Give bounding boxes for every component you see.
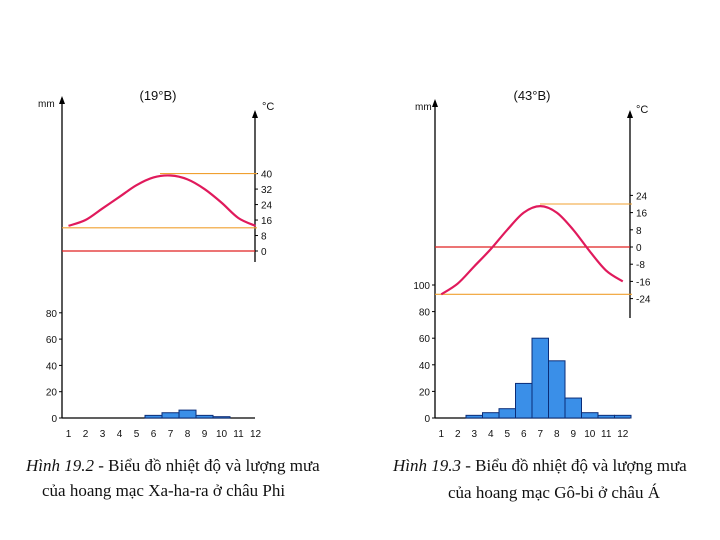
month-label: 5 <box>134 429 140 440</box>
right-axis-unit: °C <box>636 104 648 116</box>
month-label: 6 <box>151 429 157 440</box>
rainfall-bar <box>597 414 615 419</box>
caption-left-text: - Biểu đồ nhiệt độ và lượng mưa <box>94 456 320 475</box>
rain-tick-label: 20 <box>419 387 431 398</box>
rainfall-bar <box>498 408 516 419</box>
rain-tick-label: 80 <box>419 308 431 319</box>
month-label: 7 <box>168 429 174 440</box>
rainfall-bar <box>212 416 231 419</box>
month-label: 8 <box>185 429 191 440</box>
rain-tick-label: 0 <box>51 414 57 425</box>
right-axis-arrow <box>252 110 258 118</box>
temperature-curve <box>440 205 624 296</box>
temp-tick-label: 24 <box>261 201 273 212</box>
left-axis-unit: mm <box>38 99 55 110</box>
rain-tick-label: 40 <box>46 361 58 372</box>
caption-right-line1: Hình 19.3 - Biểu đồ nhiệt độ và lượng mư… <box>393 456 687 476</box>
temperature-curve <box>68 174 256 227</box>
right-axis-unit: °C <box>262 101 274 113</box>
month-label: 1 <box>438 429 444 440</box>
rainfall-bar <box>161 412 180 419</box>
rainfall-bar <box>531 337 549 419</box>
temp-tick-label: 8 <box>261 232 267 243</box>
left-axis-arrow <box>432 99 438 107</box>
temp-tick-label: 0 <box>636 243 642 254</box>
month-label: 3 <box>471 429 477 440</box>
month-label: 9 <box>202 429 208 440</box>
rain-tick-label: 60 <box>46 335 58 346</box>
left-axis-arrow <box>59 96 65 104</box>
temp-tick-label: 0 <box>261 247 267 258</box>
month-label: 2 <box>83 429 89 440</box>
month-label: 12 <box>617 429 629 440</box>
temp-tick-label: 24 <box>636 191 648 202</box>
temp-tick-label: 16 <box>261 216 273 227</box>
right-axis-arrow <box>627 110 633 118</box>
caption-left-figure: Hình 19.2 <box>26 456 94 475</box>
caption-right-line2: của hoang mạc Gô-bi ở châu Á <box>448 483 660 502</box>
rain-tick-label: 80 <box>46 309 58 320</box>
month-label: 6 <box>521 429 527 440</box>
month-label: 4 <box>488 429 494 440</box>
temp-tick-label: 16 <box>636 209 648 220</box>
caption-right-figure: Hình 19.3 <box>393 456 461 475</box>
temp-tick-label: 32 <box>261 185 273 196</box>
caption-left-line1: Hình 19.2 - Biểu đồ nhiệt độ và lượng mư… <box>26 456 320 476</box>
month-label: 3 <box>100 429 106 440</box>
rain-tick-label: 60 <box>419 334 431 345</box>
month-label: 7 <box>537 429 543 440</box>
rainfall-bar <box>548 360 566 419</box>
temp-tick-label: -8 <box>636 260 645 271</box>
month-label: 11 <box>601 429 612 440</box>
rain-tick-label: 100 <box>413 281 430 292</box>
month-label: 10 <box>216 429 228 440</box>
caption-right-text: - Biểu đồ nhiệt độ và lượng mưa <box>461 456 687 475</box>
month-label: 9 <box>570 429 576 440</box>
caption-left-line2: của hoang mạc Xa-ha-ra ở châu Phi <box>42 481 286 500</box>
month-label: 12 <box>250 429 262 440</box>
month-label: 1 <box>66 429 72 440</box>
rainfall-bar <box>581 412 599 419</box>
rainfall-bar <box>195 414 214 419</box>
rainfall-bar <box>614 414 632 419</box>
left-axis-unit: mm <box>415 102 432 113</box>
rainfall-bar <box>515 382 533 419</box>
chart-title: (43°B) <box>514 88 551 103</box>
month-label: 11 <box>233 429 244 440</box>
month-label: 8 <box>554 429 560 440</box>
temp-tick-label: 40 <box>261 170 273 181</box>
rain-tick-label: 0 <box>424 414 430 425</box>
month-label: 2 <box>455 429 461 440</box>
month-label: 4 <box>117 429 123 440</box>
rainfall-bar <box>144 414 163 419</box>
month-label: 5 <box>504 429 510 440</box>
temp-tick-label: -24 <box>636 295 651 306</box>
rainfall-bar <box>465 414 483 419</box>
rainfall-bar <box>482 412 500 419</box>
month-label: 10 <box>584 429 596 440</box>
rainfall-bar <box>564 397 582 419</box>
rain-tick-label: 20 <box>46 388 58 399</box>
rainfall-bar <box>178 409 197 419</box>
temp-tick-label: 8 <box>636 226 642 237</box>
chart-title: (19°B) <box>140 88 177 103</box>
temp-tick-label: -16 <box>636 277 651 288</box>
rain-tick-label: 40 <box>419 361 431 372</box>
